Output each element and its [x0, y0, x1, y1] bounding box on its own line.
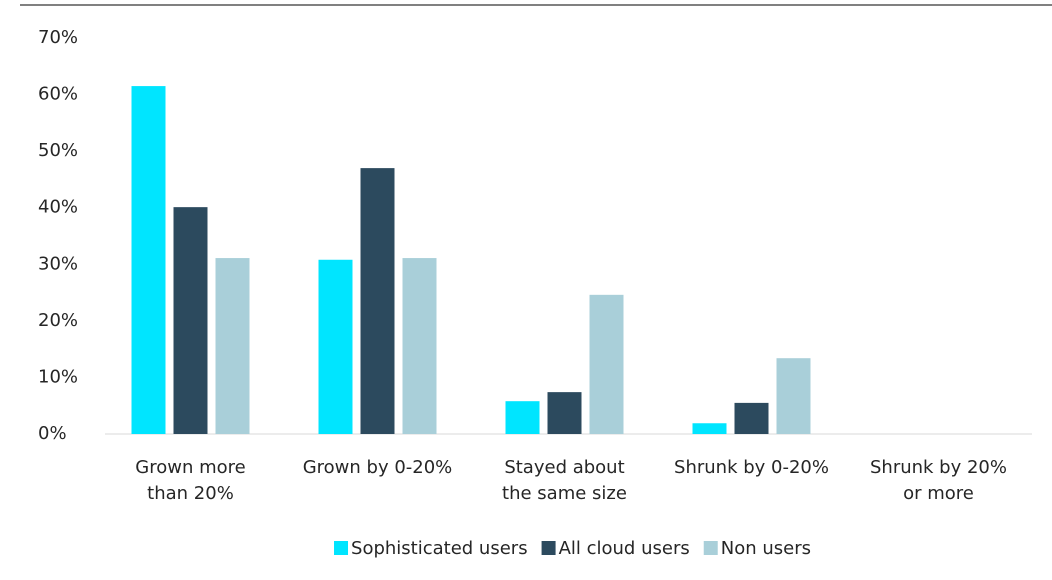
x-tick-label: Stayed about the same size: [502, 457, 627, 504]
bar: [734, 402, 769, 434]
x-tick-label: Grown more than 20%: [135, 457, 245, 504]
bar: [402, 258, 437, 434]
y-tick-label: 70%: [38, 27, 78, 48]
bar: [173, 207, 208, 434]
x-tick-label: Shrunk by 0-20%: [674, 457, 829, 478]
bar: [505, 401, 540, 434]
legend-swatch: [703, 541, 718, 555]
y-tick-label: 40%: [38, 197, 78, 218]
y-tick-label: 0%: [38, 423, 67, 444]
y-tick-label: 50%: [38, 140, 78, 161]
y-tick-label: 30%: [38, 253, 78, 274]
legend-label: All cloud users: [559, 538, 690, 559]
bar: [318, 259, 353, 434]
legend-label: Non users: [721, 538, 811, 559]
legend-label: Sophisticated users: [351, 538, 528, 559]
legend-swatch: [334, 541, 349, 555]
x-tick-label: Shrunk by 20% or more: [870, 457, 1007, 504]
legend-swatch: [541, 541, 556, 555]
bar: [215, 258, 250, 434]
bar: [360, 168, 395, 434]
x-tick-label: Grown by 0-20%: [303, 457, 453, 478]
bar: [547, 392, 582, 434]
y-tick-label: 10%: [38, 366, 78, 387]
bar: [776, 358, 811, 434]
y-tick-label: 60%: [38, 84, 78, 105]
y-tick-label: 20%: [38, 310, 78, 331]
bar: [589, 294, 624, 434]
bar: [692, 423, 727, 434]
bar: [131, 86, 166, 434]
